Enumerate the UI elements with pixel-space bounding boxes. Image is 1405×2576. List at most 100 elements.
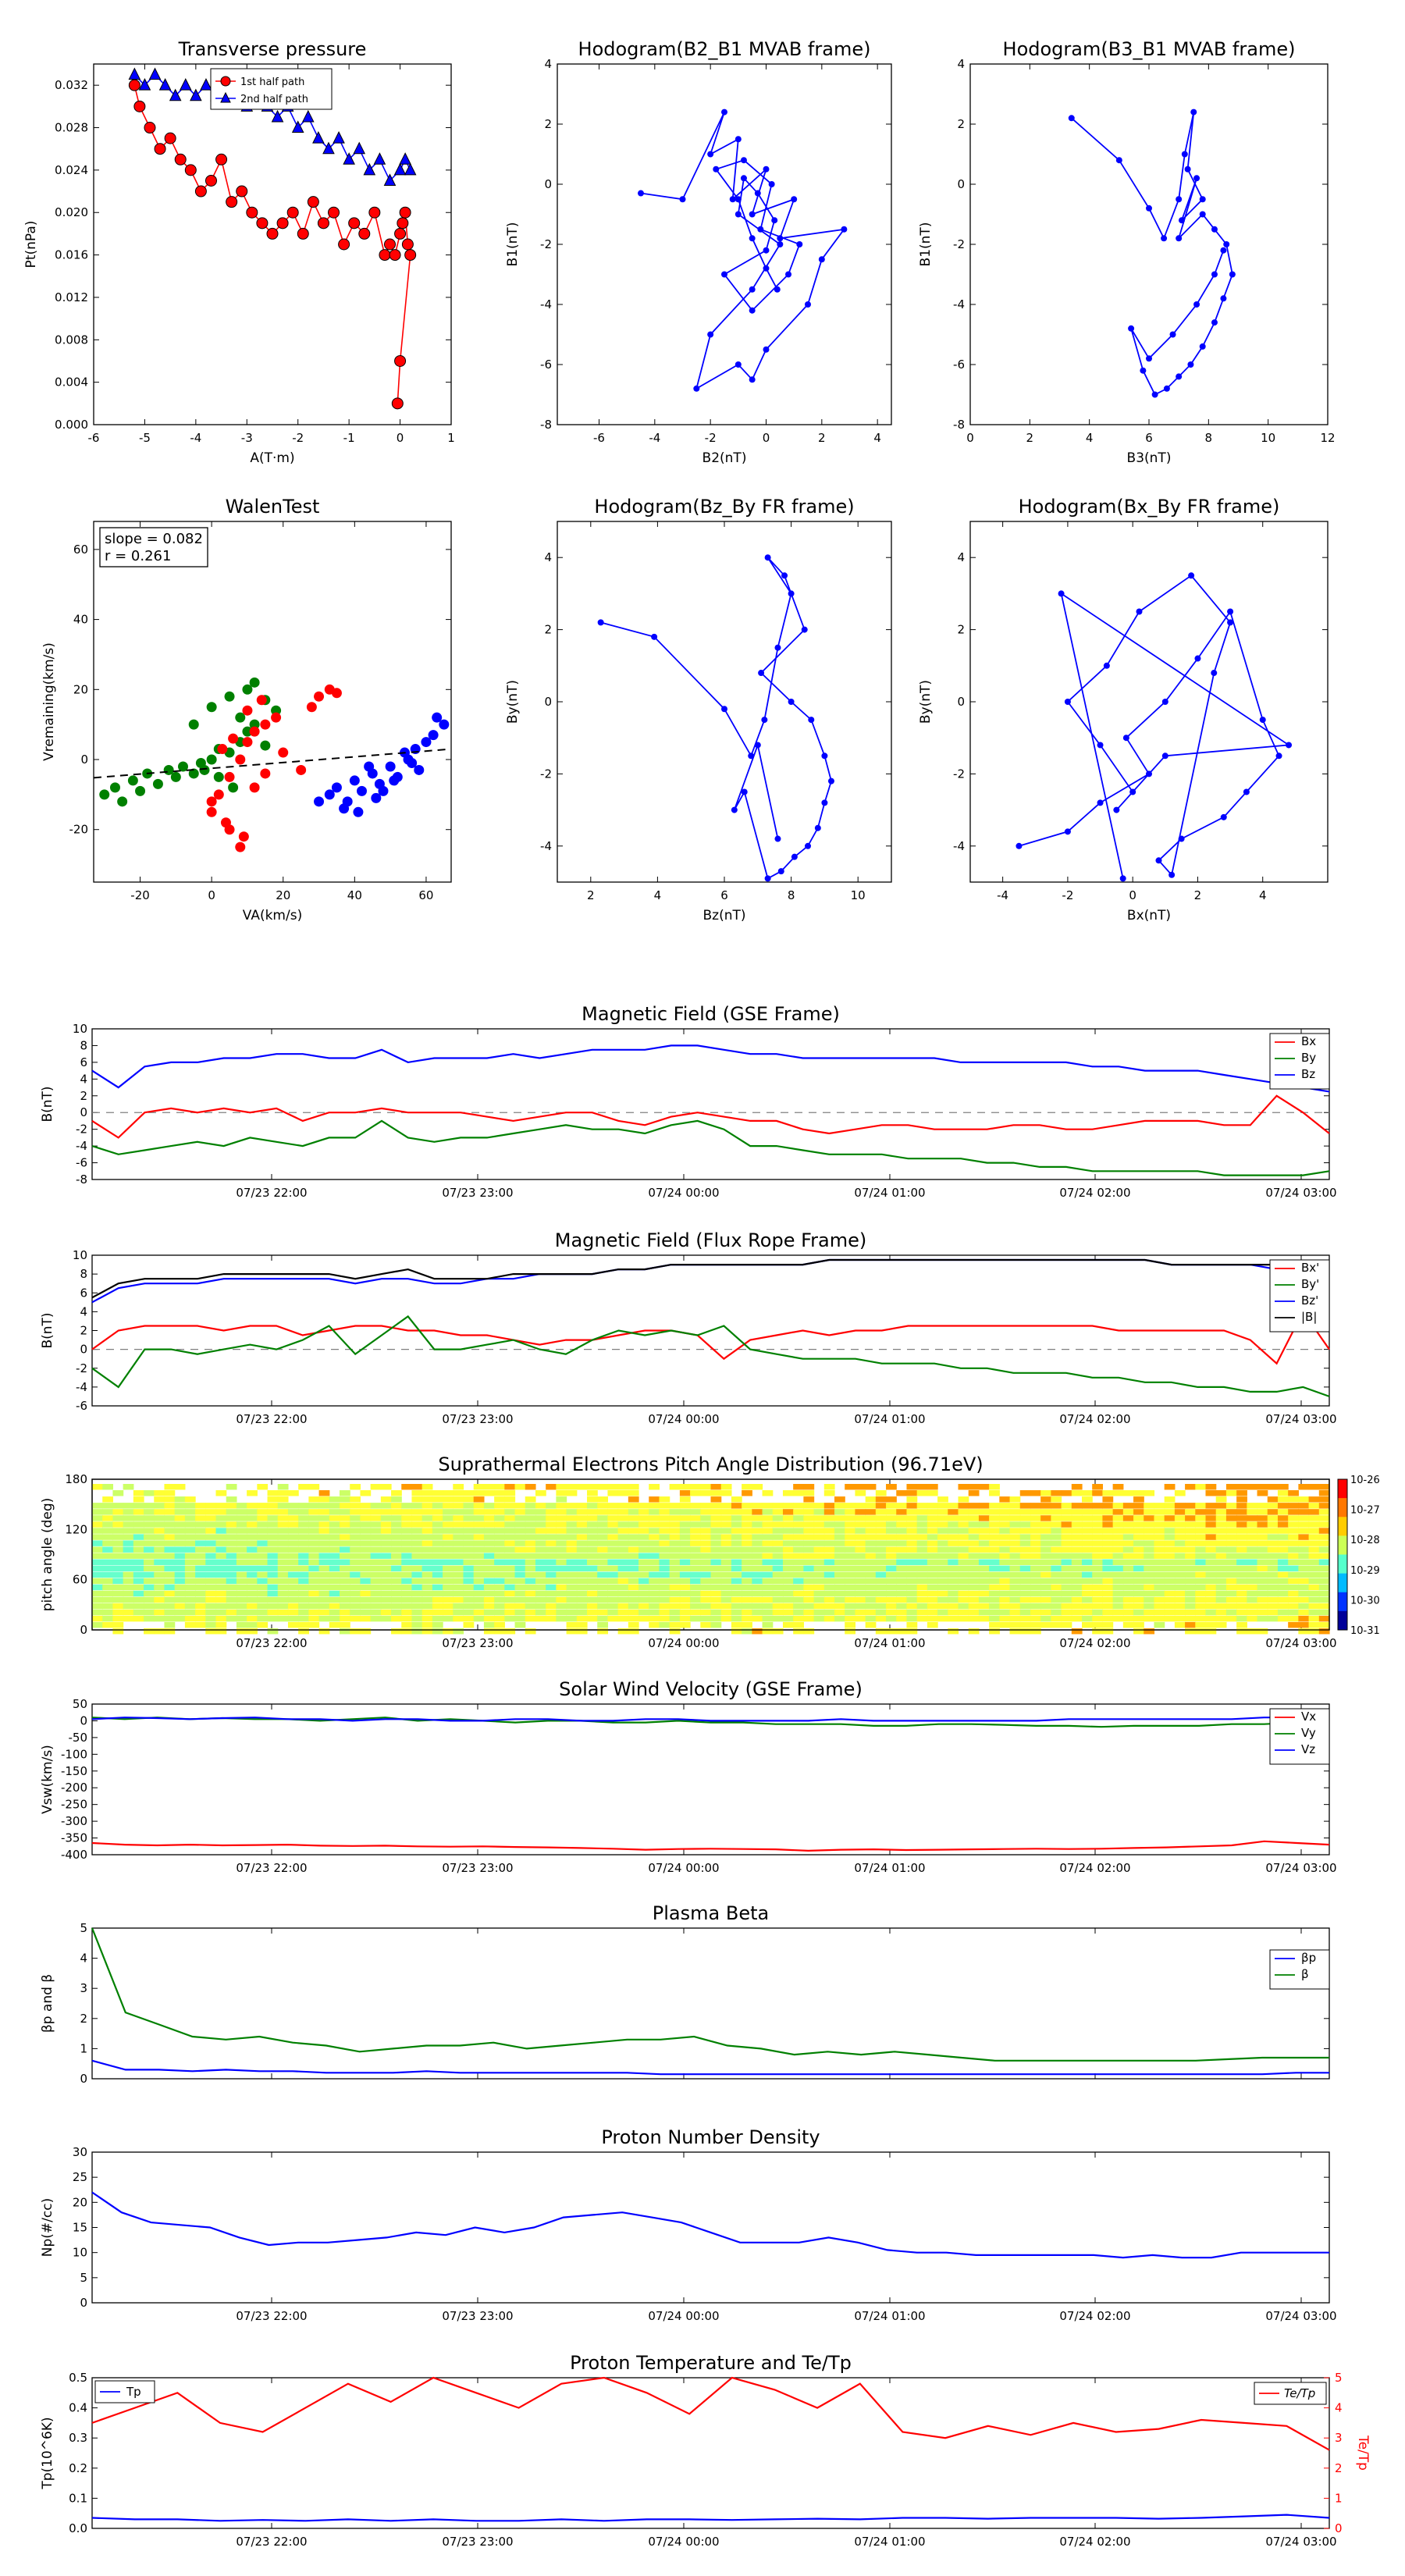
- heatmap-cell: [845, 1509, 856, 1515]
- heatmap-cell: [514, 1553, 526, 1559]
- heatmap-cell: [1009, 1584, 1021, 1591]
- heatmap-cell: [112, 1559, 124, 1565]
- heatmap-cell: [855, 1515, 866, 1521]
- heatmap-cell: [1112, 1515, 1124, 1521]
- data-point: [764, 554, 771, 561]
- heatmap-cell: [875, 1609, 887, 1616]
- data-point: [144, 122, 156, 134]
- heatmap-cell: [277, 1553, 289, 1559]
- chart-title: Hodogram(Bx_By FR frame): [1019, 496, 1280, 518]
- heatmap-cell: [1030, 1528, 1041, 1534]
- heatmap-cell: [1051, 1534, 1062, 1540]
- heatmap-cell: [1288, 1590, 1299, 1597]
- heatmap-cell: [607, 1521, 619, 1528]
- heatmap-cell: [483, 1571, 495, 1578]
- heatmap-cell: [411, 1628, 423, 1635]
- heatmap-cell: [350, 1596, 361, 1603]
- heatmap-cell: [823, 1565, 835, 1572]
- heatmap-cell: [1071, 1515, 1083, 1521]
- heatmap-cell: [556, 1596, 567, 1603]
- heatmap-cell: [587, 1540, 598, 1546]
- data-point: [152, 778, 163, 789]
- heatmap-cell: [638, 1603, 649, 1610]
- heatmap-cell: [154, 1565, 165, 1572]
- heatmap-cell: [587, 1521, 598, 1528]
- data-point: [242, 737, 253, 748]
- heatmap-cell: [782, 1571, 794, 1578]
- heatmap-cell: [329, 1578, 340, 1585]
- heatmap-cell: [906, 1553, 918, 1559]
- heatmap-cell: [1112, 1571, 1124, 1578]
- heatmap-cell: [700, 1578, 712, 1585]
- heatmap-cell: [401, 1609, 413, 1616]
- heatmap-cell: [669, 1609, 681, 1616]
- heatmap-cell: [257, 1578, 269, 1585]
- heatmap-cell: [823, 1521, 835, 1528]
- heatmap-cell: [1040, 1546, 1051, 1553]
- time-tick-label: 07/24 03:00: [1265, 2309, 1336, 2323]
- data-point: [1119, 875, 1126, 882]
- heatmap-cell: [782, 1615, 794, 1622]
- y-tick-label: -2: [76, 1361, 87, 1375]
- heatmap-cell: [494, 1546, 505, 1553]
- data-point: [679, 196, 686, 203]
- heatmap-cell: [989, 1584, 1000, 1591]
- heatmap-cell: [978, 1590, 990, 1597]
- heatmap-cell: [1195, 1584, 1207, 1591]
- heatmap-cell: [782, 1546, 794, 1553]
- heatmap-cell: [700, 1540, 712, 1546]
- heatmap-cell: [277, 1609, 289, 1616]
- heatmap-cell: [535, 1590, 546, 1597]
- heatmap-cell: [669, 1521, 681, 1528]
- heatmap-cell: [556, 1484, 567, 1490]
- x-axis-label: A(T·m): [250, 450, 294, 466]
- heatmap-cell: [370, 1528, 382, 1534]
- heatmap-cell: [731, 1603, 742, 1610]
- heatmap-cell: [617, 1559, 629, 1565]
- heatmap-cell: [1225, 1590, 1237, 1597]
- heatmap-cell: [1195, 1628, 1207, 1635]
- heatmap-cell: [978, 1584, 990, 1591]
- data-point: [271, 705, 282, 716]
- heatmap-cell: [473, 1578, 485, 1585]
- heatmap-cell: [1061, 1546, 1072, 1553]
- data-point: [331, 688, 342, 699]
- data-point: [777, 868, 784, 875]
- x-axis-label: Bz(nT): [702, 908, 745, 923]
- x-tick-label: -6: [593, 431, 605, 445]
- heatmap-cell: [112, 1565, 124, 1572]
- heatmap-cell: [865, 1528, 877, 1534]
- heatmap-cell: [350, 1546, 361, 1553]
- chart-title: Magnetic Field (Flux Rope Frame): [555, 1229, 866, 1251]
- heatmap-cell: [1185, 1503, 1196, 1509]
- heatmap-cell: [628, 1509, 639, 1515]
- time-tick-label: 07/23 22:00: [236, 2535, 307, 2549]
- heatmap-cell: [1267, 1596, 1279, 1603]
- heatmap-cell: [886, 1609, 897, 1616]
- heatmap-cell: [1164, 1565, 1176, 1572]
- heatmap-cell: [617, 1615, 629, 1622]
- heatmap-cell: [184, 1565, 196, 1572]
- heatmap-cell: [1061, 1540, 1072, 1546]
- heatmap-cell: [1318, 1509, 1330, 1515]
- heatmap-cell: [855, 1590, 866, 1597]
- heatmap-cell: [855, 1546, 866, 1553]
- heatmap-cell: [380, 1553, 392, 1559]
- x-tick-label: 2: [1194, 888, 1202, 902]
- data-point: [428, 730, 439, 741]
- heatmap-cell: [174, 1609, 186, 1616]
- heatmap-cell: [174, 1528, 186, 1534]
- heatmap-cell: [669, 1578, 681, 1585]
- data-point: [414, 764, 425, 775]
- heatmap-cell: [92, 1528, 103, 1534]
- heatmap-cell: [1298, 1540, 1310, 1546]
- data-point: [741, 788, 748, 795]
- heatmap-cell: [391, 1515, 402, 1521]
- data-point: [735, 211, 742, 218]
- data-point: [306, 702, 317, 713]
- heatmap-cell: [1133, 1628, 1144, 1635]
- heatmap-cell: [184, 1584, 196, 1591]
- hodogram-line: [600, 557, 832, 880]
- heatmap-cell: [453, 1615, 464, 1622]
- heatmap-cell: [360, 1503, 372, 1509]
